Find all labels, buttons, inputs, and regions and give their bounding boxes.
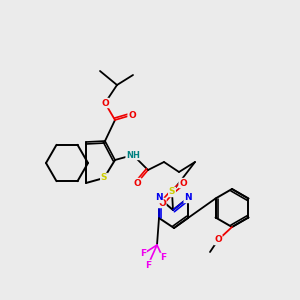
Text: F: F: [140, 250, 146, 259]
Text: O: O: [128, 110, 136, 119]
Text: O: O: [101, 98, 109, 107]
Text: F: F: [160, 254, 166, 262]
Text: S: S: [169, 188, 175, 196]
Text: NH: NH: [126, 151, 140, 160]
Text: N: N: [184, 194, 192, 202]
Text: O: O: [158, 199, 166, 208]
Text: F: F: [145, 260, 151, 269]
Text: N: N: [155, 194, 163, 202]
Text: O: O: [214, 236, 222, 244]
Text: S: S: [101, 173, 107, 182]
Text: O: O: [133, 178, 141, 188]
Text: O: O: [179, 178, 187, 188]
